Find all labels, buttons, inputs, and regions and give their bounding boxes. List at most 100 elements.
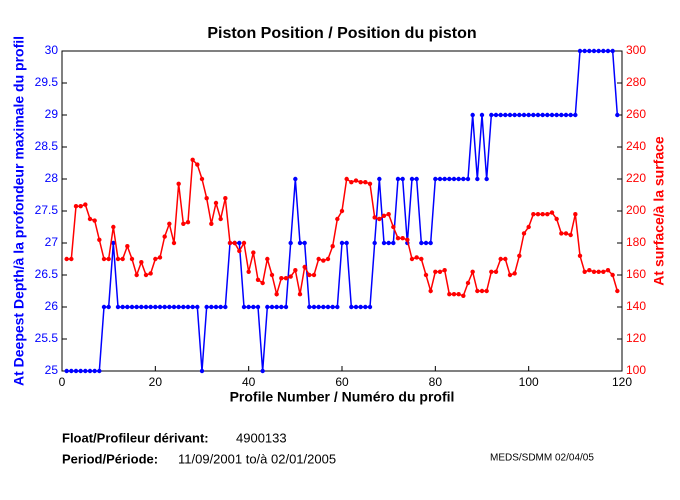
y2-tick-label: 260 (626, 107, 646, 121)
series-point (223, 196, 228, 201)
series-point (377, 216, 382, 222)
series-point (573, 112, 578, 118)
series-point (568, 112, 573, 118)
y2-tick-label: 160 (626, 267, 646, 281)
series-point (251, 304, 256, 310)
series-point (265, 304, 270, 310)
series-point (181, 304, 186, 310)
series-point (601, 48, 606, 54)
series-point (279, 276, 284, 281)
period-dates: 11/09/2001 to/à 02/01/2005 (178, 451, 336, 466)
series-point (507, 112, 513, 118)
series-point (479, 288, 485, 294)
series-point (517, 253, 522, 258)
series-point (545, 212, 550, 217)
series-point (111, 240, 116, 246)
series-point (181, 221, 186, 226)
series-point (568, 232, 573, 238)
series-point (339, 208, 345, 214)
series-point (470, 112, 475, 118)
series-point (125, 244, 130, 249)
y-tick-label: 30 (45, 43, 59, 57)
series-point (321, 258, 326, 263)
series-point (307, 272, 312, 278)
series-point (139, 304, 144, 310)
series-point (503, 256, 508, 262)
series-point (493, 112, 499, 118)
series-point (209, 304, 214, 310)
series-point (153, 256, 158, 262)
series-point (293, 176, 298, 182)
series-point (120, 304, 125, 310)
series-point (204, 196, 209, 201)
series-point (335, 216, 340, 222)
series-point (115, 304, 121, 310)
series-point (237, 248, 242, 254)
series-point (92, 368, 97, 374)
series-point (479, 112, 485, 118)
series-point (563, 112, 569, 118)
series-point (442, 176, 447, 182)
series-point (246, 269, 251, 274)
series-point (83, 368, 88, 374)
series-point (330, 304, 335, 310)
series-point (549, 210, 555, 215)
series-point (311, 304, 317, 310)
series-point (419, 240, 424, 246)
y2-tick-label: 120 (626, 331, 646, 345)
series-point (573, 212, 578, 217)
series-point (381, 213, 387, 218)
series-point (213, 200, 219, 206)
series-point (577, 48, 583, 54)
series-point (395, 176, 401, 182)
series-point (167, 304, 172, 310)
series-point (577, 253, 583, 258)
y2-tick-label: 180 (626, 235, 646, 249)
y-tick-label: 25 (45, 363, 59, 377)
y-tick-label: 27.5 (35, 203, 59, 217)
series-point (162, 234, 167, 239)
series-point (232, 240, 237, 246)
series-point (353, 304, 359, 310)
x-tick-label: 40 (242, 375, 256, 389)
series-point (363, 180, 368, 185)
series-point (391, 224, 396, 230)
series-point (97, 368, 102, 374)
series-point (521, 231, 527, 236)
series-point (484, 176, 489, 182)
series-point (134, 272, 139, 278)
series-point (269, 272, 275, 278)
series-point (535, 112, 541, 118)
series-point (475, 288, 480, 294)
x-axis-label: Profile Number / Numéro du profil (230, 389, 455, 405)
series-point (596, 269, 601, 274)
series-point (610, 272, 615, 278)
series-point (199, 368, 205, 374)
float-label: Float/Profileur dérivant: (62, 430, 209, 445)
series-point (507, 272, 513, 278)
series-point (400, 176, 405, 182)
series-point (591, 269, 597, 274)
y2-axis-label: At surface/à la surface (651, 136, 667, 286)
series-point (153, 304, 158, 310)
x-tick-label: 20 (149, 375, 163, 389)
series-point (451, 176, 457, 182)
series-point (531, 212, 536, 217)
y-axis-label: At Deepest Depth/à la profondeur maximal… (11, 36, 27, 386)
series-point (582, 48, 587, 54)
series-point (377, 176, 382, 182)
series-point (97, 237, 102, 242)
series-point (437, 269, 443, 274)
series-point (325, 304, 331, 310)
y-tick-label: 25.5 (35, 331, 59, 345)
series-point (139, 260, 144, 265)
series-point (302, 240, 307, 246)
series-point (484, 288, 489, 294)
series-point (274, 304, 279, 310)
credit: MEDS/SDMM 02/04/05 (490, 453, 594, 464)
y-tick-label: 29 (45, 107, 59, 121)
series-point (321, 304, 326, 310)
series-point (367, 304, 373, 310)
series-point (251, 250, 256, 255)
series-point (199, 176, 205, 182)
